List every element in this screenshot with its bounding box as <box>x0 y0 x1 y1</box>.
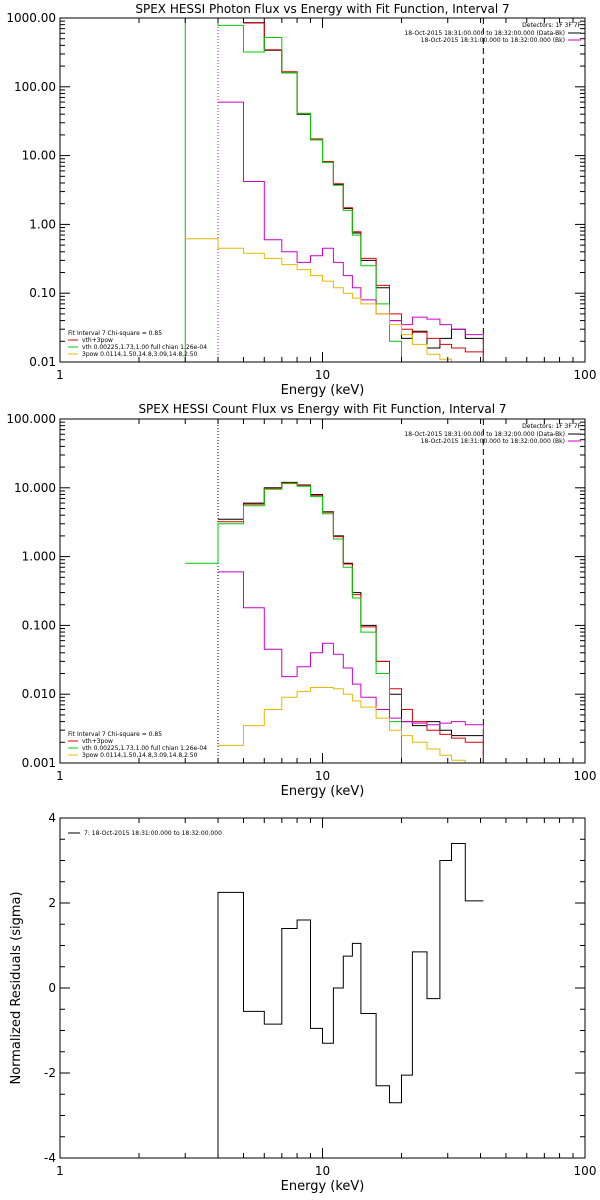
interval-label: 18-Oct-2015 18:31:00.000 to 18:32:00.000… <box>404 431 565 438</box>
plot-panel-2: SPEX HESSI Count Flux vs Energy with Fit… <box>6 402 596 799</box>
series-1-line <box>243 22 484 362</box>
series-2-line <box>243 22 484 362</box>
y-tick-label: 0.100 <box>22 618 56 632</box>
series-3-line <box>185 483 402 763</box>
plot-frame <box>59 17 586 363</box>
legend-entry: vth 0.00225,1.73,1.00 full chian 1.26e-0… <box>82 745 207 752</box>
x-axis-label: Energy (keV) <box>281 1179 365 1194</box>
y-tick-label: 0.001 <box>22 756 56 770</box>
series-group <box>217 843 484 1158</box>
detectors-label: Detectors: 1F 3F 7F <box>522 423 581 430</box>
y-tick-label: 0.10 <box>29 286 56 300</box>
legend-entry: vth+3pow <box>82 337 113 344</box>
series-group <box>184 18 484 362</box>
interval-label: 18-Oct-2015 18:31:00.000 to 18:32:00.000… <box>404 30 565 37</box>
series-1-line <box>217 843 484 1158</box>
y-tick-label: 0.010 <box>22 687 56 701</box>
series-5-line <box>185 238 484 362</box>
series-1-line <box>218 481 484 763</box>
series-5-line <box>218 687 484 763</box>
y-tick-label: 4 <box>48 811 56 825</box>
x-tick-label: 1 <box>56 1164 64 1178</box>
legend-entry: 3pow 0.0114,1.50,14.8,3.09,14.8,2.50 <box>82 351 198 358</box>
y-tick-label: 1000.00 <box>6 11 56 25</box>
legend-entry: 3pow 0.0114,1.50,14.8,3.09,14.8,2.50 <box>82 752 198 759</box>
series-4-line <box>218 101 484 362</box>
y-tick-label: 10.000 <box>14 481 56 495</box>
detectors-label: Detectors: 1F 3F 7F <box>522 22 581 29</box>
y-tick-label: 0.01 <box>29 355 56 369</box>
legend-entry: vth 0.00225,1.73,1.00 full chian 1.26e-0… <box>82 344 207 351</box>
x-tick-label: 1 <box>56 368 64 382</box>
x-tick-label: 100 <box>574 769 597 783</box>
x-tick-label: 10 <box>315 1164 330 1178</box>
plot-frame <box>59 418 586 764</box>
x-axis-label: Energy (keV) <box>281 383 365 398</box>
y-tick-label: -4 <box>44 1151 56 1165</box>
plot-panel-1: SPEX HESSI Photon Flux vs Energy with Fi… <box>6 2 596 398</box>
y-tick-label: 0 <box>48 981 56 995</box>
x-tick-label: 10 <box>315 368 330 382</box>
interval-label: 18-Oct-2015 18:31:00.000 to 18:32:00.000… <box>421 37 565 44</box>
legend-entry: 7: 18-Oct-2015 18:31:00.000 to 18:32:00.… <box>84 830 222 837</box>
legend-entry: Fit Interval 7 Chi-square = 0.85 <box>68 731 162 738</box>
x-axis-label: Energy (keV) <box>281 784 365 799</box>
y-axis-label: Normalized Residuals (sigma) <box>9 891 24 1084</box>
plot-frame <box>59 817 586 1159</box>
series-3-line <box>185 18 402 362</box>
legend-entry: Fit Interval 7 Chi-square = 0.85 <box>68 330 162 337</box>
chart-title: SPEX HESSI Photon Flux vs Energy with Fi… <box>135 2 509 16</box>
y-tick-label: 100.00 <box>14 80 56 94</box>
series-group <box>185 419 484 763</box>
y-tick-label: 10.00 <box>22 149 56 163</box>
y-tick-label: 1.00 <box>29 217 56 231</box>
y-tick-label: 1.000 <box>22 550 56 564</box>
plot-panel-3: 1 10 100 -4 -2 0 2 4 Energy (keV) Normalized Resi… <box>9 811 596 1194</box>
legend-entry: vth+3pow <box>82 738 113 745</box>
x-tick-label: 100 <box>574 368 597 382</box>
y-tick-label: -2 <box>44 1066 56 1080</box>
series-2-line <box>218 482 484 763</box>
series-4-line <box>218 571 484 763</box>
x-tick-label: 100 <box>574 1164 597 1178</box>
interval-label: 18-Oct-2015 18:31:00.000 to 18:32:00.000… <box>421 438 565 445</box>
y-tick-label: 2 <box>48 896 56 910</box>
x-tick-label: 10 <box>315 769 330 783</box>
chart-title: SPEX HESSI Count Flux vs Energy with Fit… <box>138 402 506 416</box>
x-tick-label: 1 <box>56 769 64 783</box>
y-tick-label: 100.000 <box>6 412 56 426</box>
